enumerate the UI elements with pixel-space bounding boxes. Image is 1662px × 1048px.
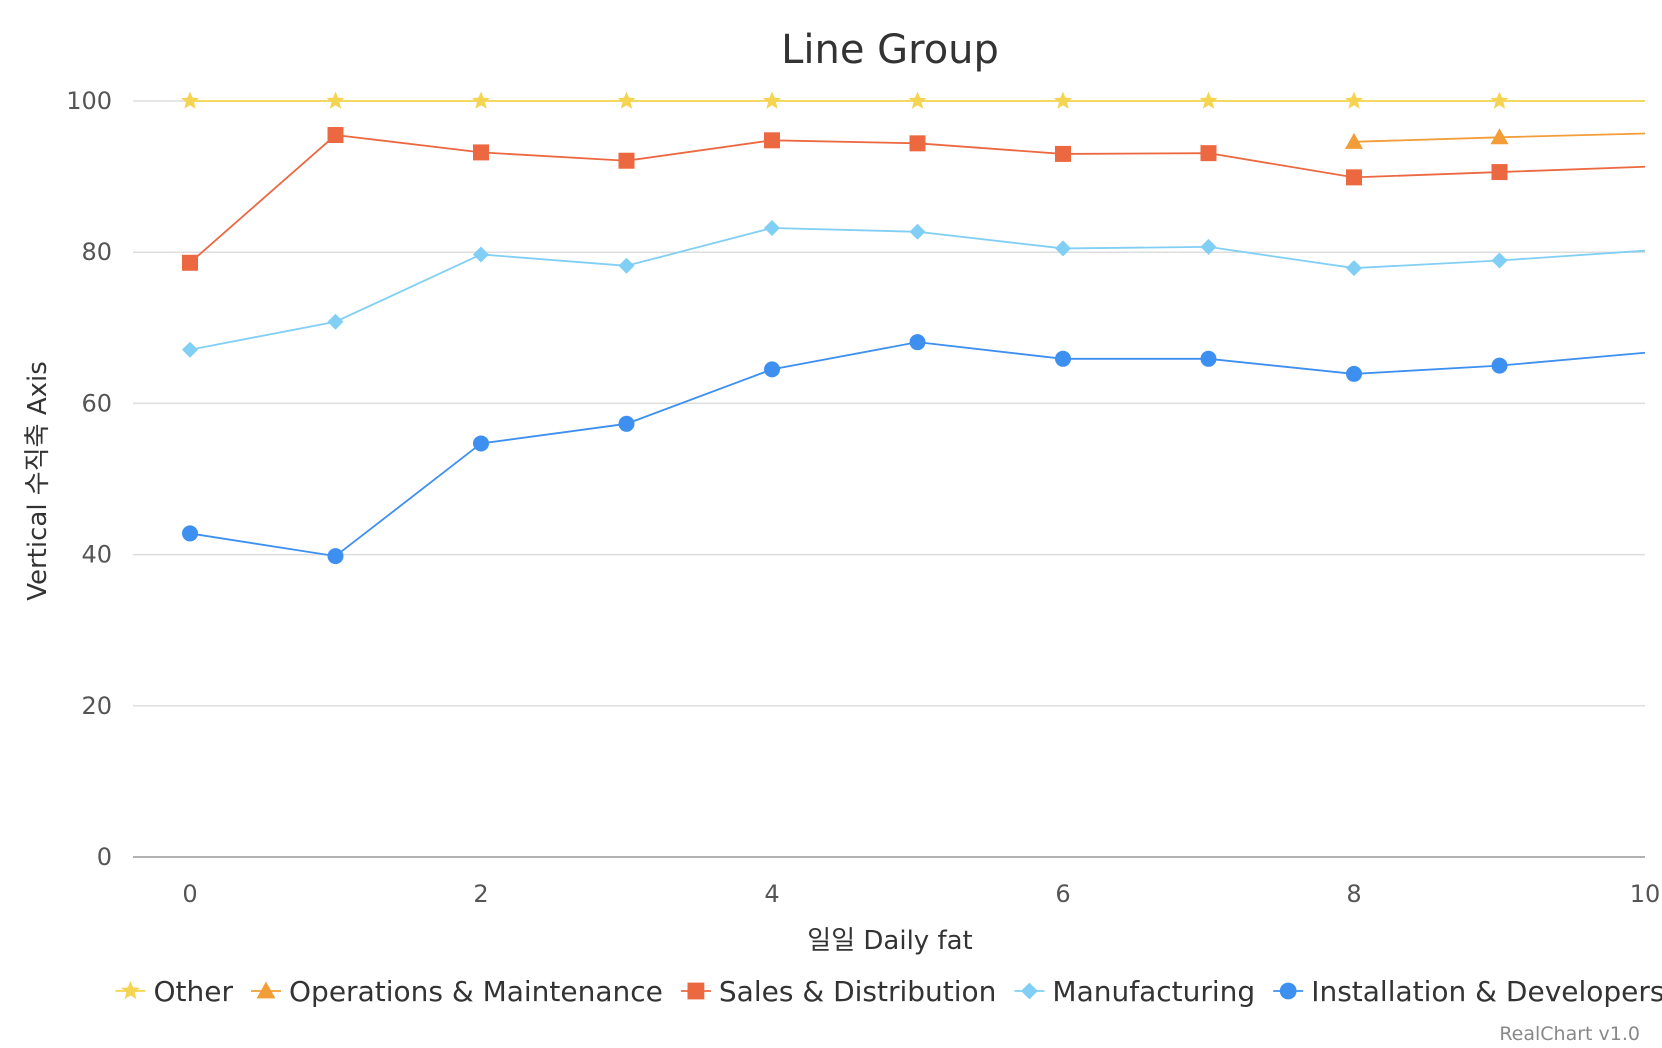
data-point	[1021, 982, 1038, 1000]
data-point	[1345, 132, 1363, 149]
data-point	[1279, 982, 1297, 1000]
legend-label: Installation & Developers	[1311, 975, 1662, 1008]
legend-item[interactable]: Operations & Maintenance	[251, 975, 663, 1008]
legend-label: Other	[154, 975, 234, 1008]
data-point	[473, 144, 489, 161]
series-line	[189, 134, 1646, 264]
y-tick-label: 0	[97, 843, 112, 871]
data-point	[909, 334, 926, 351]
data-point	[327, 313, 344, 330]
x-tick-label: 4	[764, 880, 779, 908]
data-point	[617, 91, 636, 109]
data-point	[1055, 240, 1071, 257]
data-point	[472, 91, 490, 109]
data-point	[1490, 128, 1509, 145]
data-point	[1055, 145, 1071, 162]
y-axis: 0 20 40 60 80 100	[66, 87, 112, 871]
x-tick-label: 8	[1346, 880, 1361, 908]
x-axis: 0 2 4 6 8 10	[182, 880, 1660, 908]
series-0	[181, 91, 1645, 109]
series-layer	[181, 91, 1646, 565]
series-line	[189, 227, 1646, 351]
x-tick-label: 0	[182, 880, 197, 908]
data-point	[326, 91, 345, 109]
data-point	[908, 91, 927, 109]
series-4	[182, 334, 1646, 565]
data-point	[764, 220, 780, 237]
data-point	[473, 435, 489, 452]
legend-item[interactable]: Installation & Developers	[1273, 975, 1662, 1008]
legend-item[interactable]: Other	[115, 975, 234, 1008]
data-point	[327, 548, 344, 565]
legend-label: Operations & Maintenance	[289, 975, 663, 1008]
y-tick-label: 40	[81, 541, 112, 569]
grid-lines	[133, 100, 1645, 858]
data-point	[618, 152, 635, 169]
legend-item[interactable]: Sales & Distribution	[680, 975, 997, 1008]
data-point	[182, 525, 198, 542]
data-point	[1346, 365, 1362, 382]
data-point	[764, 132, 780, 149]
data-point	[1199, 91, 1218, 109]
data-point	[1490, 91, 1509, 109]
series-1	[1345, 128, 1646, 149]
x-tick-label: 2	[473, 880, 488, 908]
data-point	[1054, 91, 1072, 109]
x-tick-label: 10	[1630, 880, 1661, 908]
data-point	[618, 415, 635, 432]
data-point	[1346, 260, 1362, 277]
data-point	[1345, 91, 1363, 109]
data-point	[1200, 350, 1217, 367]
chart-credit: RealChart v1.0	[1499, 1023, 1640, 1045]
series-3	[182, 220, 1646, 358]
series-2	[182, 127, 1646, 271]
data-point	[1346, 169, 1362, 186]
data-point	[1491, 357, 1508, 374]
y-axis-title: Vertical 수직축 Axis	[23, 361, 53, 601]
chart-title: Line Group	[781, 27, 999, 73]
data-point	[1200, 238, 1217, 255]
legend-item[interactable]: Manufacturing	[1014, 975, 1255, 1008]
data-point	[181, 91, 199, 109]
data-point	[909, 223, 926, 240]
data-point	[763, 91, 781, 109]
data-point	[182, 341, 198, 358]
data-point	[764, 361, 780, 378]
legend: Other Operations & Maintenance Sales & Dis…	[115, 975, 1662, 1008]
data-point	[473, 246, 489, 263]
data-point	[1200, 145, 1217, 162]
y-tick-label: 20	[81, 692, 112, 720]
y-tick-label: 100	[66, 87, 112, 115]
y-tick-label: 80	[81, 238, 112, 266]
y-tick-label: 60	[81, 389, 112, 417]
legend-label: Manufacturing	[1052, 975, 1255, 1008]
legend-label: Sales & Distribution	[719, 975, 997, 1008]
data-point	[121, 981, 140, 1000]
data-point	[909, 135, 926, 152]
data-point	[618, 257, 635, 274]
data-point	[256, 981, 276, 999]
series-line	[189, 341, 1646, 558]
data-point	[1491, 164, 1508, 181]
data-point	[182, 254, 198, 271]
data-point	[687, 982, 705, 1000]
data-point	[327, 127, 344, 144]
x-tick-label: 6	[1055, 880, 1070, 908]
data-point	[1055, 350, 1071, 367]
data-point	[1491, 252, 1508, 269]
x-axis-title: 일일 Daily fat	[807, 926, 972, 956]
